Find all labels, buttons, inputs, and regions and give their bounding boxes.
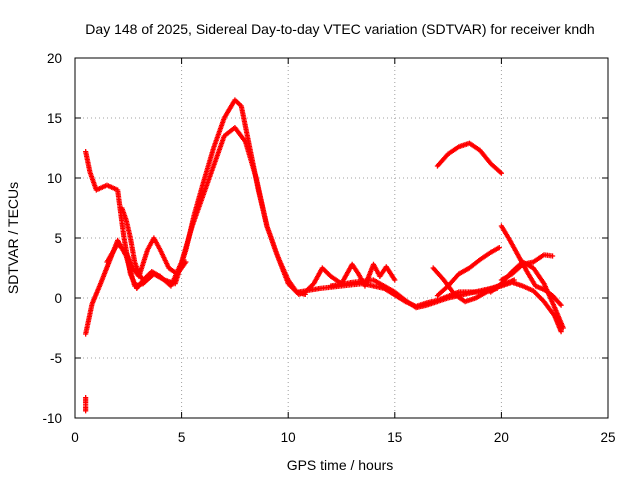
data-point [183, 259, 189, 265]
data-point [498, 170, 504, 176]
series-outliers [83, 395, 89, 414]
data-point [549, 253, 556, 259]
grid-lines [75, 58, 608, 418]
y-tick-label: 15 [47, 111, 62, 126]
y-tick-label: 0 [54, 291, 62, 306]
data-point [83, 408, 89, 414]
y-tick-label: -10 [42, 411, 62, 426]
x-tick-label: 0 [71, 430, 79, 445]
y-tick-label: 5 [54, 231, 62, 246]
y-tick-label: 10 [47, 171, 62, 186]
x-tick-label: 10 [281, 430, 296, 445]
data-point [560, 325, 566, 331]
data-point [496, 245, 502, 251]
series-track-8 [430, 265, 500, 305]
series-track-3 [104, 235, 189, 279]
data-point [558, 329, 564, 335]
series-track-4 [119, 205, 146, 283]
x-tick-label: 5 [178, 430, 186, 445]
series-track-6 [296, 279, 564, 335]
x-axis-label: GPS time / hours [287, 457, 394, 473]
axes: 0 5 10 15 20 25 -10 -5 0 5 10 15 20 [42, 51, 615, 445]
y-tick-label: -5 [50, 351, 62, 366]
data-series [83, 97, 566, 414]
series-track-2 [83, 97, 308, 337]
series-track-13 [498, 252, 556, 283]
data-point [511, 277, 517, 283]
x-tick-label: 25 [600, 430, 615, 445]
chart-title: Day 148 of 2025, Sidereal Day-to-day VTE… [85, 21, 594, 37]
x-tick-label: 20 [494, 430, 509, 445]
data-point [558, 302, 564, 308]
series-track-9 [434, 245, 502, 299]
data-point [140, 277, 146, 283]
data-point [392, 277, 398, 283]
y-tick-label: 20 [47, 51, 62, 66]
series-track-10 [434, 140, 504, 176]
series-track-5 [302, 261, 398, 295]
y-axis-label: SDTVAR / TECUs [5, 182, 21, 294]
x-tick-label: 15 [387, 430, 402, 445]
